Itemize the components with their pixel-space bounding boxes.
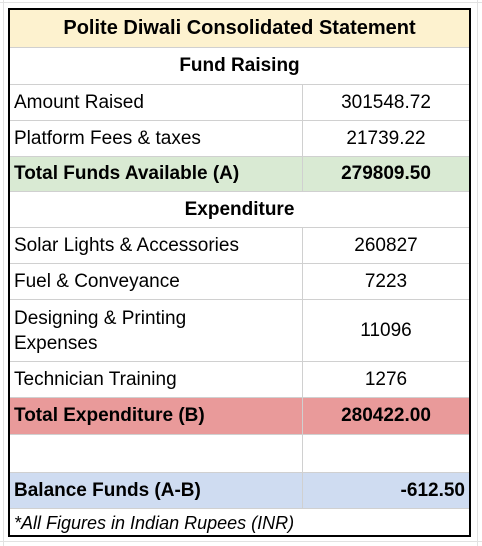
expenditure-header-row: Expenditure xyxy=(10,192,469,228)
row-label[interactable]: Designing & Printing Expenses xyxy=(10,300,303,361)
grid-line xyxy=(477,0,478,546)
table-row: Technician Training 1276 xyxy=(10,362,469,398)
empty-cell[interactable] xyxy=(10,435,303,472)
total-funds-row: Total Funds Available (A) 279809.50 xyxy=(10,157,469,192)
row-label[interactable]: Solar Lights & Accessories xyxy=(10,228,303,263)
row-value[interactable]: 301548.72 xyxy=(341,91,431,113)
row-label[interactable]: Fuel & Conveyance xyxy=(10,264,303,299)
table-row: Platform Fees & taxes 21739.22 xyxy=(10,121,469,157)
balance-value[interactable]: -612.50 xyxy=(400,479,465,501)
total-expenditure-label[interactable]: Total Expenditure (B) xyxy=(10,398,303,434)
table-row: Designing & Printing Expenses 11096 xyxy=(10,300,469,362)
grid-line xyxy=(3,0,4,546)
balance-row: Balance Funds (A-B) -612.50 xyxy=(10,473,469,509)
table-row: Fuel & Conveyance 7223 xyxy=(10,264,469,300)
row-label[interactable]: Technician Training xyxy=(10,362,303,397)
table-row: Solar Lights & Accessories 260827 xyxy=(10,228,469,264)
title-row: Polite Diwali Consolidated Statement xyxy=(10,10,469,48)
total-funds-label[interactable]: Total Funds Available (A) xyxy=(10,157,303,191)
table-row: Amount Raised 301548.72 xyxy=(10,85,469,121)
row-value[interactable]: 11096 xyxy=(360,319,412,341)
row-value[interactable]: 1276 xyxy=(364,368,408,390)
empty-cell[interactable] xyxy=(303,435,469,472)
currency-note[interactable]: *All Figures in Indian Rupees (INR) xyxy=(14,512,295,533)
expenditure-header[interactable]: Expenditure xyxy=(184,198,295,220)
total-funds-value[interactable]: 279809.50 xyxy=(341,163,431,184)
grid-line xyxy=(0,541,482,542)
row-label[interactable]: Platform Fees & taxes xyxy=(10,121,303,156)
row-value[interactable]: 7223 xyxy=(364,270,408,292)
note-row: *All Figures in Indian Rupees (INR) xyxy=(10,509,469,537)
statement-title[interactable]: Polite Diwali Consolidated Statement xyxy=(63,17,416,39)
grid-line xyxy=(0,2,482,3)
row-value[interactable]: 260827 xyxy=(354,234,418,256)
row-label[interactable]: Amount Raised xyxy=(10,85,303,120)
total-expenditure-value[interactable]: 280422.00 xyxy=(341,405,431,426)
statement-table: Polite Diwali Consolidated Statement Fun… xyxy=(8,8,471,537)
fund-raising-header[interactable]: Fund Raising xyxy=(179,55,300,76)
total-expenditure-row: Total Expenditure (B) 280422.00 xyxy=(10,398,469,435)
balance-label[interactable]: Balance Funds (A-B) xyxy=(10,473,303,508)
fund-raising-header-row: Fund Raising xyxy=(10,48,469,85)
row-value[interactable]: 21739.22 xyxy=(346,127,426,149)
empty-row xyxy=(10,435,469,473)
